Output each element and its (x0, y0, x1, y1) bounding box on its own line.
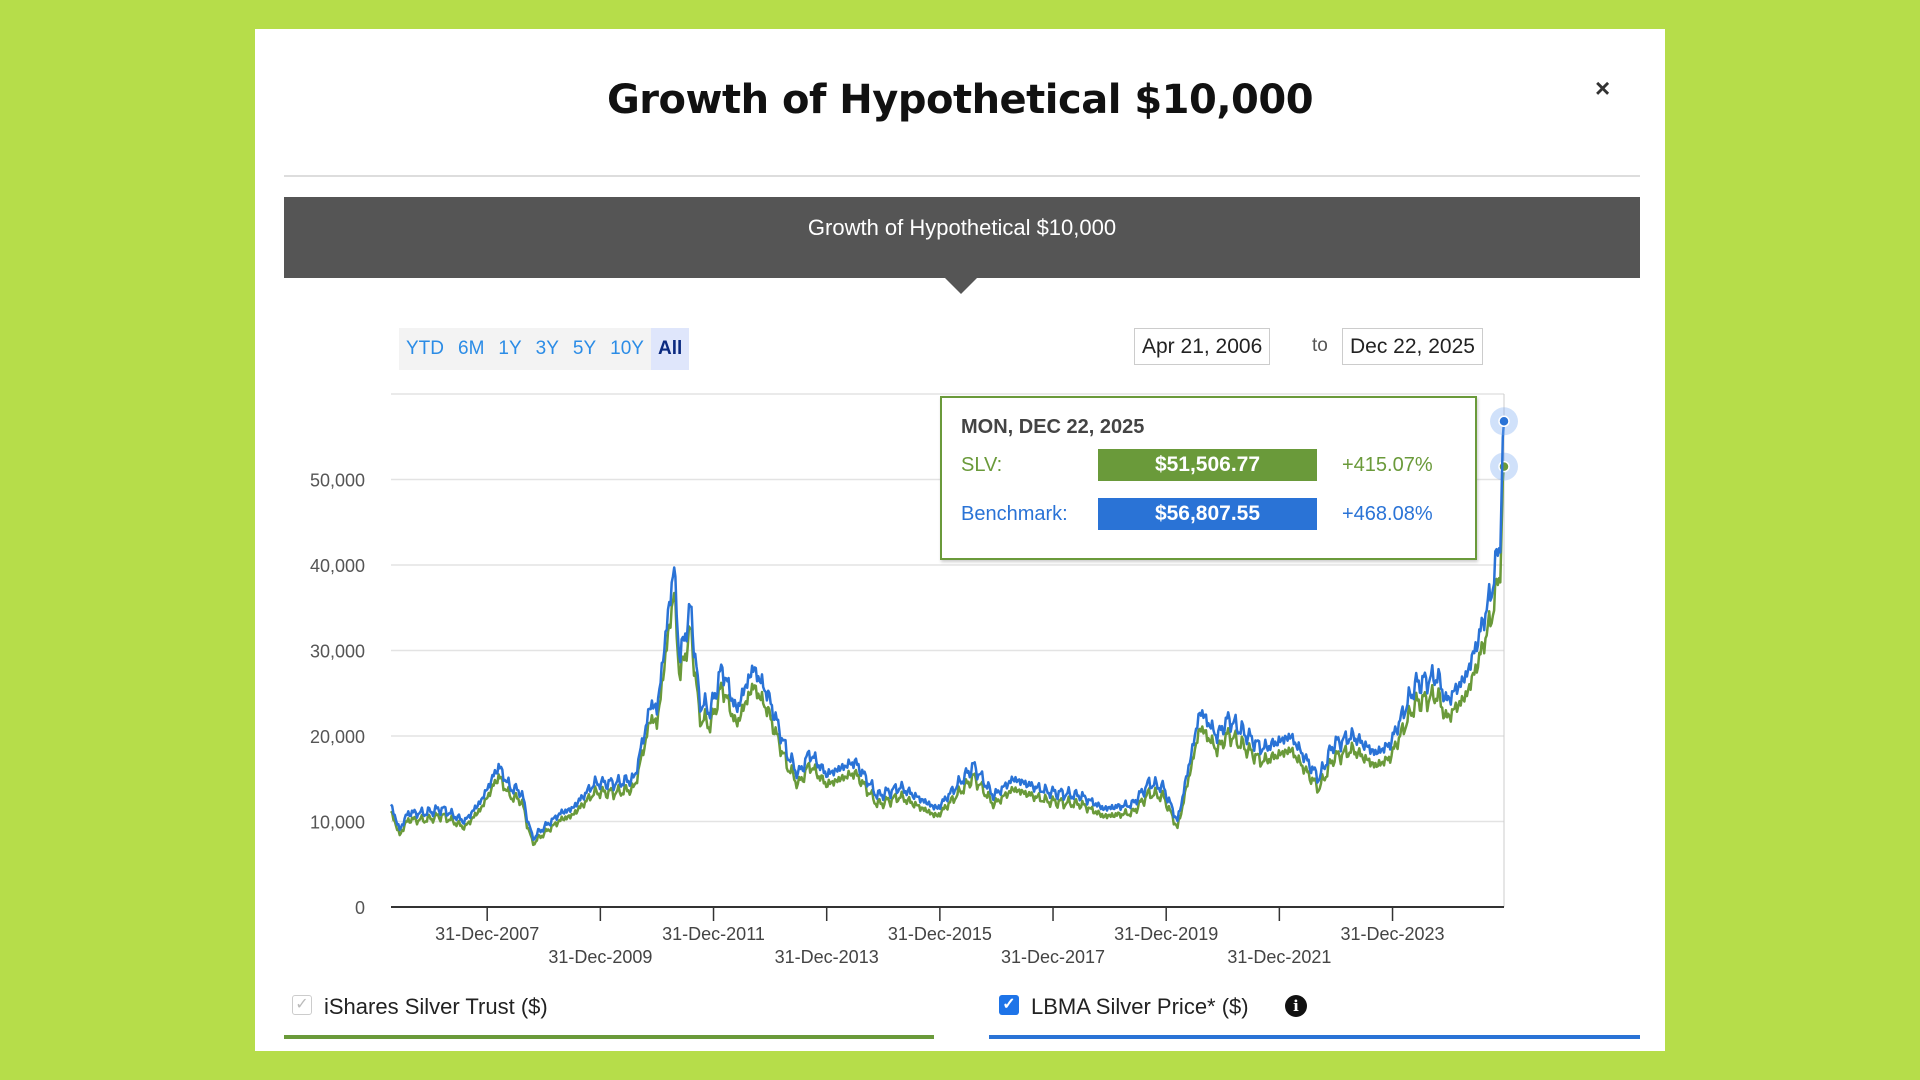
range-button-1y[interactable]: 1Y (498, 338, 522, 359)
range-button-6m[interactable]: 6M (458, 338, 485, 359)
banner-caret (945, 278, 977, 294)
x-tick-label: 31-Dec-2011 (662, 924, 765, 944)
tooltip-slv-label: SLV: (961, 454, 1003, 476)
x-tick-label: 31-Dec-2009 (548, 947, 652, 967)
y-tick-label: 40,000 (310, 556, 365, 576)
range-button-ytd[interactable]: YTD (406, 338, 444, 359)
legend-line-slv (284, 1035, 934, 1039)
range-button-3y[interactable]: 3Y (535, 338, 559, 359)
x-tick-label: 31-Dec-2023 (1340, 924, 1444, 944)
tooltip-date: MON, DEC 22, 2025 (961, 416, 1145, 438)
y-tick-label: 10,000 (310, 813, 365, 833)
end-date-input[interactable]: Dec 22, 2025 (1342, 328, 1483, 365)
legend-label-benchmark: LBMA Silver Price* ($) (1031, 994, 1249, 1019)
slv-checkbox[interactable]: ✓ (292, 995, 312, 1015)
range-selector: YTD 6M 1Y 3Y 5Y 10Y All (399, 328, 690, 370)
modal-title: Growth of Hypothetical $10,000 (606, 77, 1314, 123)
y-tick-label: 30,000 (310, 642, 365, 662)
chart-banner: Growth of Hypothetical $10,000 (284, 197, 1640, 278)
x-tick-label: 31-Dec-2015 (888, 924, 992, 944)
x-tick-label: 31-Dec-2019 (1114, 924, 1218, 944)
x-tick-label: 31-Dec-2007 (435, 924, 539, 944)
hover-point-bench (1498, 415, 1510, 428)
series-line-bench (389, 421, 1506, 842)
y-tick-label: 50,000 (310, 471, 365, 491)
chart-tooltip: MON, DEC 22, 2025 SLV: $51,506.77 +415.0… (940, 396, 1477, 560)
close-icon[interactable]: × (1595, 73, 1611, 103)
tooltip-bench-label: Benchmark: (961, 503, 1068, 525)
benchmark-checkbox[interactable]: ✓ (999, 995, 1019, 1015)
start-date-input[interactable]: Apr 21, 2006 (1134, 328, 1271, 365)
range-button-all[interactable]: All (650, 328, 690, 370)
tooltip-bench-value: $56,807.55 (1098, 498, 1317, 530)
tooltip-slv-value: $51,506.77 (1098, 449, 1317, 481)
y-tick-label: 0 (355, 898, 365, 918)
series-line-slv (389, 466, 1506, 847)
divider (284, 175, 1640, 177)
x-tick-label: 31-Dec-2017 (1001, 947, 1105, 967)
hover-point-slv (1498, 460, 1510, 473)
range-button-10y[interactable]: 10Y (610, 338, 644, 359)
to-label: to (1312, 335, 1328, 356)
x-tick-label: 31-Dec-2013 (775, 947, 879, 967)
legend-item-benchmark[interactable]: ✓ LBMA Silver Price* ($) i (989, 989, 1640, 1039)
legend-line-benchmark (989, 1035, 1640, 1039)
x-tick-label: 31-Dec-2021 (1227, 947, 1331, 967)
growth-modal: Growth of Hypothetical $10,000 × Growth … (255, 29, 1665, 1051)
legend-label-slv: iShares Silver Trust ($) (324, 994, 548, 1019)
tooltip-bench-pct: +468.08% (1342, 503, 1433, 525)
legend-item-slv[interactable]: ✓ iShares Silver Trust ($) (284, 989, 934, 1039)
tooltip-slv-pct: +415.07% (1342, 454, 1433, 476)
range-button-5y[interactable]: 5Y (572, 338, 597, 359)
info-icon[interactable]: i (1285, 995, 1307, 1017)
y-tick-label: 20,000 (310, 727, 365, 747)
